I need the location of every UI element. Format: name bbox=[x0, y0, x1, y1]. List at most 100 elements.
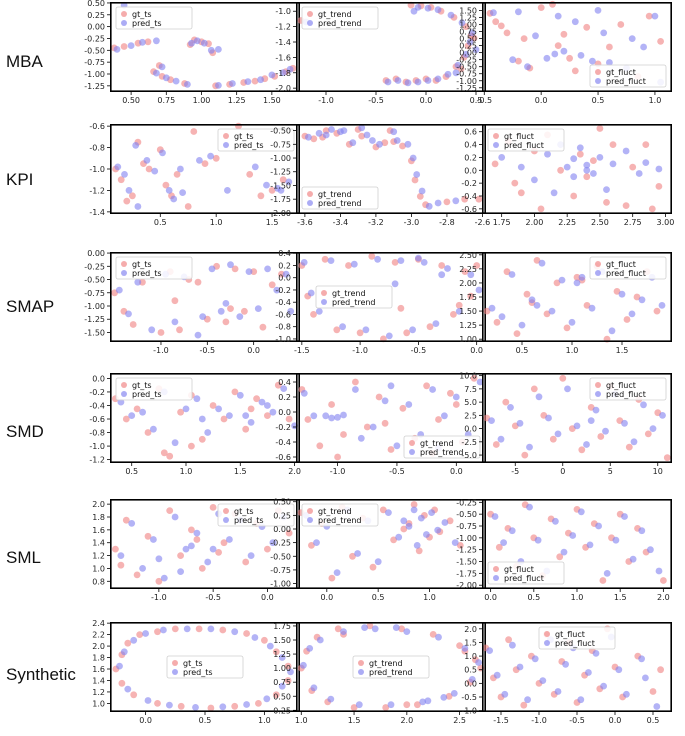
pred-point bbox=[361, 624, 368, 631]
legend-marker bbox=[493, 566, 499, 572]
pred-point bbox=[472, 46, 480, 54]
legend-marker bbox=[121, 261, 127, 267]
pred-point bbox=[207, 46, 215, 54]
gt-point bbox=[133, 405, 141, 413]
pred-point bbox=[268, 71, 276, 79]
y-tick-label: -1.0 bbox=[89, 442, 105, 451]
gt-point bbox=[391, 259, 399, 266]
pred-point bbox=[435, 633, 442, 641]
pred-point bbox=[340, 628, 347, 635]
pred-point bbox=[400, 517, 408, 525]
chart-synthetic-ts: 2.4 2.2 2.0 1.8 1.6 1.4 1.2 1.0 0.0 0.5 1.0 gt_tspr… bbox=[92, 619, 300, 725]
pred-point bbox=[208, 265, 216, 273]
pred-point bbox=[150, 536, 157, 543]
gt-point bbox=[653, 307, 661, 315]
gt-point bbox=[596, 125, 604, 132]
row-label-synthetic: Synthetic bbox=[6, 665, 76, 684]
pred-point bbox=[594, 6, 602, 14]
y-tick-label: 2.2 bbox=[92, 631, 105, 640]
pred-point bbox=[165, 187, 173, 194]
plot-frame bbox=[296, 499, 486, 590]
legend-marker bbox=[595, 261, 601, 267]
legend-label: pred_ts bbox=[132, 269, 162, 278]
x-tick-label: 10 bbox=[653, 467, 663, 476]
y-tick-label: 0.2 bbox=[278, 261, 291, 270]
pred-point bbox=[534, 536, 542, 544]
pred-point bbox=[121, 171, 128, 178]
pred-point bbox=[117, 398, 125, 406]
gt-point bbox=[414, 701, 421, 709]
pred-point bbox=[531, 655, 539, 663]
gt-point bbox=[369, 563, 377, 571]
pred-point bbox=[243, 701, 251, 708]
gt-point bbox=[410, 501, 418, 508]
y-tick-label: -0.2 bbox=[461, 179, 477, 188]
pred-point bbox=[462, 50, 470, 58]
gt-point bbox=[583, 23, 591, 31]
gt-point bbox=[473, 262, 481, 269]
y-tick-label: 0.0 bbox=[464, 425, 477, 434]
y-tick-label: -1.2 bbox=[275, 23, 291, 32]
y-tick-label: -1.25 bbox=[84, 315, 105, 324]
gt-point bbox=[400, 525, 408, 533]
y-tick-label: 0.25 bbox=[459, 42, 477, 51]
pred-point bbox=[570, 155, 578, 163]
legend-box bbox=[166, 655, 244, 679]
gt-point bbox=[345, 262, 352, 269]
y-tick-label: 1.0 bbox=[464, 652, 477, 661]
pred-point bbox=[524, 696, 531, 704]
pred-point bbox=[245, 268, 253, 275]
y-tick-label: -1.4 bbox=[275, 38, 291, 47]
pred-point bbox=[158, 63, 166, 71]
y-tick-label: -1.75 bbox=[270, 195, 291, 204]
pred-point bbox=[166, 701, 173, 709]
y-tick-label: 0.8 bbox=[92, 577, 105, 586]
gt-point bbox=[133, 571, 141, 579]
gt-point bbox=[505, 636, 512, 644]
pred-point bbox=[658, 302, 666, 309]
chart-mba-trend: -1.0 -1.2 -1.4 -1.6 -1.8 -2.0 -1.0 -0.5 0.0 0.5 gt… bbox=[275, 1, 486, 105]
legend-marker bbox=[307, 11, 313, 17]
pred-point bbox=[434, 199, 442, 207]
pred-point bbox=[266, 642, 274, 650]
y-tick-label: -1.25 bbox=[456, 546, 477, 555]
pred-point bbox=[327, 695, 335, 703]
y-tick-label: -1.50 bbox=[456, 558, 477, 567]
gt-point bbox=[438, 262, 446, 269]
gt-point bbox=[155, 577, 163, 585]
y-tick-label: 2.25 bbox=[459, 265, 477, 274]
pred-point bbox=[322, 131, 330, 139]
pred-point bbox=[117, 552, 125, 559]
gt-point bbox=[590, 157, 597, 164]
y-tick-label: -1.50 bbox=[84, 328, 105, 337]
pred-point bbox=[171, 439, 179, 447]
gt-point bbox=[144, 38, 152, 46]
chart-smap-ts: 0.00 -0.25 -0.50 -0.75 -1.00 -1.25 -1.50 -1.0 -0… bbox=[84, 249, 300, 355]
y-tick-label: 0.4 bbox=[464, 141, 477, 150]
legend-marker bbox=[307, 517, 313, 523]
y-tick-label: 0.50 bbox=[87, 0, 105, 8]
pred-point bbox=[642, 159, 650, 166]
legend-label: gt_fluct bbox=[555, 630, 585, 639]
chart-sml-trend: 0.50 0.25 0.00 -0.25 -0.50 -0.75 -1.00 0.0 0.5 1.… bbox=[270, 498, 486, 602]
y-tick-label: -0.6 bbox=[461, 205, 477, 214]
pred-point bbox=[576, 144, 584, 152]
pred-point bbox=[193, 37, 201, 45]
y-tick-label: -0.25 bbox=[270, 539, 291, 548]
pred-point bbox=[226, 412, 233, 419]
pred-point bbox=[618, 290, 626, 298]
gt-point bbox=[375, 393, 383, 401]
gt-point bbox=[411, 176, 419, 184]
x-tick-label: -0.5 bbox=[205, 593, 221, 602]
pred-point bbox=[357, 434, 365, 442]
gt-point bbox=[231, 702, 239, 710]
gt-point bbox=[190, 128, 198, 135]
gt-point bbox=[597, 433, 605, 440]
y-tick-label: -0.8 bbox=[89, 144, 105, 153]
pred-point bbox=[127, 42, 135, 49]
gt-point bbox=[511, 179, 519, 187]
x-tick-label: -3.2 bbox=[368, 218, 384, 227]
plot-frame bbox=[482, 2, 672, 93]
gt-point bbox=[416, 193, 424, 200]
x-tick-label: 1.00 bbox=[193, 96, 211, 105]
